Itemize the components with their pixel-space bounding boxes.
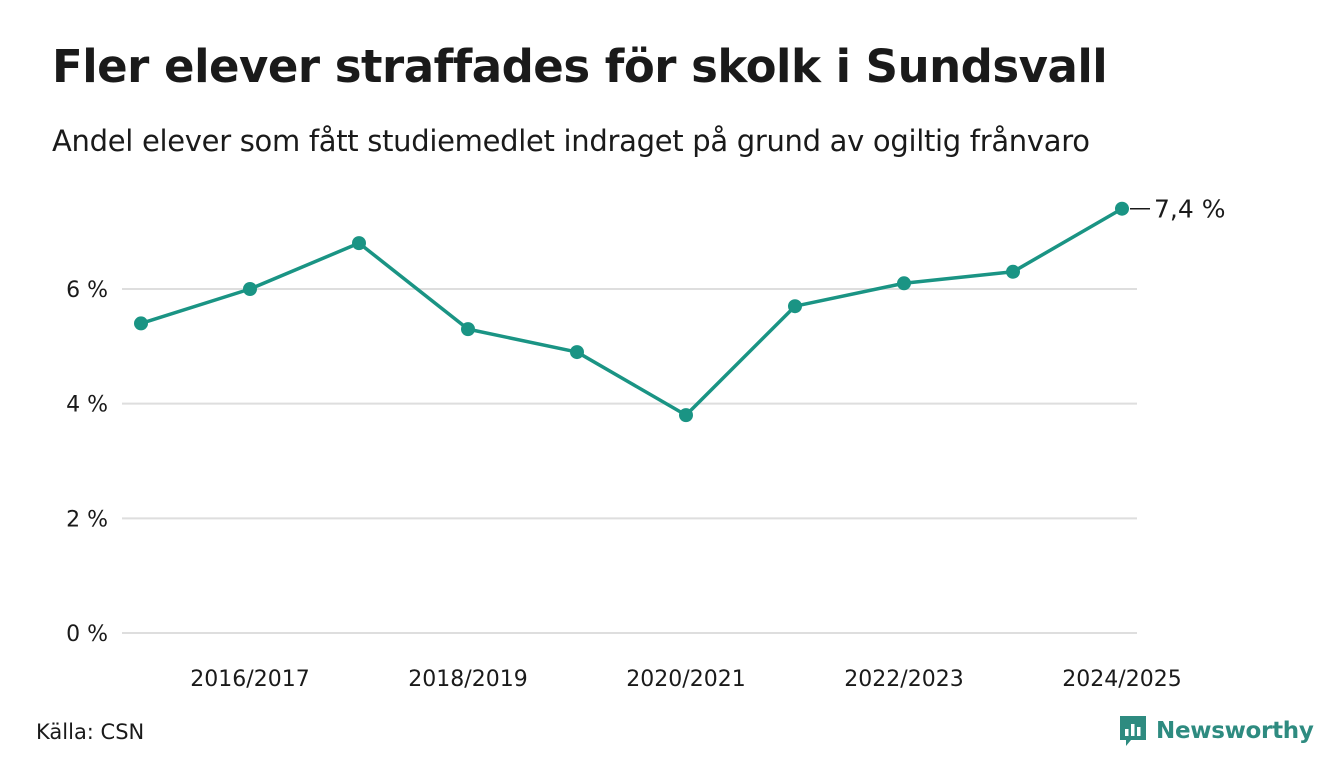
end-annotation: 7,4 % bbox=[1130, 195, 1225, 224]
data-point bbox=[134, 316, 148, 331]
y-tick-label: 2 % bbox=[66, 507, 108, 532]
series-group bbox=[134, 201, 1129, 423]
data-point bbox=[461, 322, 475, 337]
data-point bbox=[352, 236, 366, 251]
x-axis-tick-labels: 2016/2017 2018/2019 2020/2021 2022/2023 2024… bbox=[190, 667, 1181, 692]
newsworthy-logo-icon bbox=[1120, 716, 1146, 746]
line-chart: 0 % 2 % 4 % 6 % 2016/2017 2018/2019 2020/2021… bbox=[66, 195, 1225, 692]
y-tick-label: 4 % bbox=[66, 393, 108, 418]
source-note: Källa: CSN bbox=[36, 720, 145, 744]
x-tick-label: 2016/2017 bbox=[190, 667, 309, 692]
y-tick-label: 6 % bbox=[66, 278, 108, 303]
x-tick-label: 2024/2025 bbox=[1062, 667, 1181, 692]
brand-logo: Newsworthy bbox=[1118, 714, 1314, 748]
x-tick-label: 2020/2021 bbox=[626, 667, 745, 692]
end-value-label: 7,4 % bbox=[1154, 195, 1225, 224]
chart-title: Fler elever straffades för skolk i Sunds… bbox=[52, 40, 1108, 93]
data-point bbox=[897, 276, 911, 291]
x-tick-label: 2018/2019 bbox=[408, 667, 527, 692]
data-point bbox=[1006, 264, 1020, 279]
data-point bbox=[570, 345, 584, 360]
series-line bbox=[139, 206, 1124, 417]
data-point bbox=[788, 299, 802, 314]
gridlines bbox=[122, 288, 1137, 634]
data-point bbox=[243, 282, 257, 296]
data-point bbox=[679, 408, 693, 423]
y-tick-label: 0 % bbox=[66, 622, 108, 647]
chart-subtitle: Andel elever som fått studiemedlet indra… bbox=[52, 124, 1090, 158]
data-point bbox=[1115, 201, 1129, 216]
x-tick-label: 2022/2023 bbox=[844, 667, 963, 692]
y-axis-tick-labels: 0 % 2 % 4 % 6 % bbox=[66, 278, 108, 647]
brand-name: Newsworthy bbox=[1156, 718, 1314, 744]
